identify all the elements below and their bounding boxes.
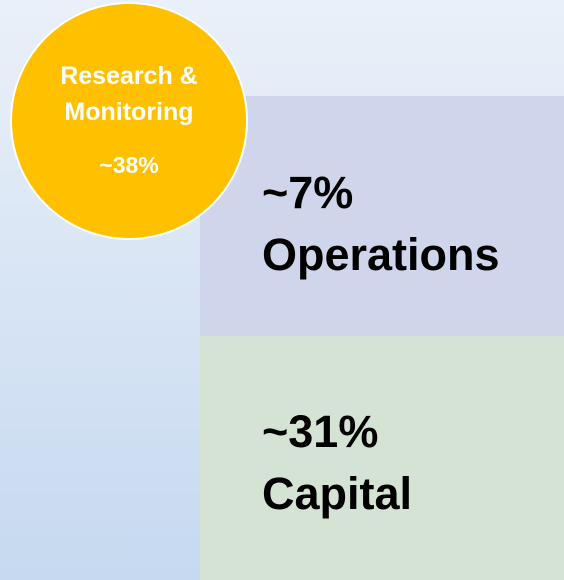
box-label: Capital bbox=[262, 468, 413, 519]
capital-box: ~31% Capital bbox=[200, 336, 564, 580]
circle-label: Monitoring bbox=[64, 98, 194, 126]
research-circle: Research & Monitoring ~38% bbox=[10, 2, 248, 240]
operations-box: ~7% Operations bbox=[200, 96, 564, 336]
share-text: ~31% bbox=[262, 406, 379, 457]
box-label: Operations bbox=[262, 229, 500, 280]
circle-share: ~38% bbox=[99, 152, 159, 178]
circle-label: Research & bbox=[60, 62, 198, 90]
share-text: ~7% bbox=[262, 167, 354, 218]
